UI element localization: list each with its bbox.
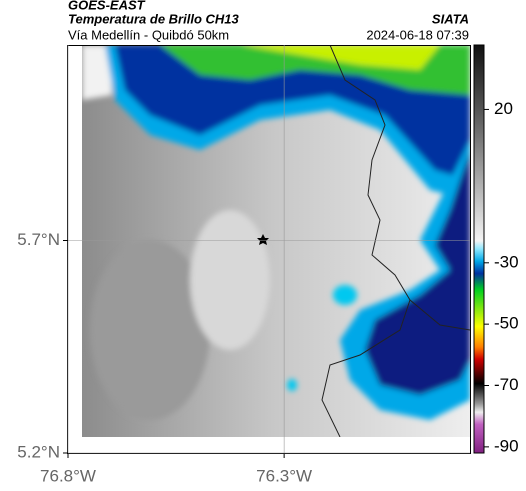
datetime: 2024-06-18 07:39	[366, 27, 469, 42]
colorbar-tick-label: -70	[494, 375, 519, 394]
colorbar-tick-label: -30	[494, 252, 519, 271]
x-tick-label: 76.3°W	[256, 466, 312, 485]
colorbar-tick-label: 20	[494, 99, 513, 118]
colorbar-tick-label: -90	[494, 436, 519, 455]
source: SIATA	[432, 11, 469, 26]
product: Temperatura de Brillo CH13	[68, 11, 240, 26]
colorbar	[473, 44, 485, 454]
satellite-image	[82, 45, 470, 437]
map-frame	[67, 45, 471, 454]
y-tick-label: 5.2°N	[17, 442, 60, 461]
route: Vía Medellín - Quibdó 50km	[68, 27, 229, 42]
colorbar-tick-label: -50	[494, 314, 519, 333]
satellite: GOES-EAST	[68, 0, 146, 12]
y-tick-label: 5.7°N	[17, 230, 60, 249]
x-tick-label: 76.8°W	[40, 466, 96, 485]
